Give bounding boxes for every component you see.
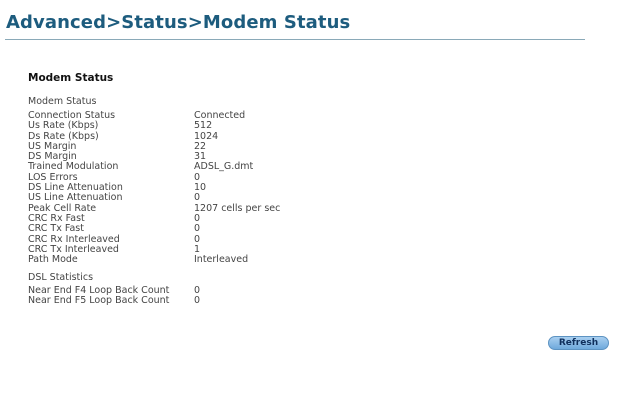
- modem-status-heading: Modem Status: [28, 96, 97, 107]
- page-title: Advanced>Status>Modem Status: [6, 12, 351, 33]
- table-row: Connection Status Connected: [28, 110, 280, 121]
- table-row: Near End F5 Loop Back Count 0: [28, 295, 201, 307]
- row-value: 0: [194, 171, 201, 183]
- row-value: 512: [194, 120, 213, 132]
- row-value: 0: [194, 192, 201, 204]
- table-row: US Line Attenuation 0: [28, 192, 280, 204]
- row-label: Peak Cell Rate: [28, 202, 97, 214]
- row-label: DS Line Attenuation: [28, 182, 123, 194]
- table-row: Us Rate (Kbps) 512: [28, 120, 280, 132]
- row-label: CRC Tx Interleaved: [28, 243, 119, 255]
- row-value: Interleaved: [194, 254, 249, 266]
- row-value: 10: [194, 182, 207, 194]
- row-label: CRC Tx Fast: [28, 223, 84, 235]
- refresh-button[interactable]: Refresh: [548, 336, 609, 350]
- table-row: Ds Rate (Kbps) 1024: [28, 130, 280, 142]
- row-label: Ds Rate (Kbps): [28, 130, 99, 142]
- row-value: 0: [194, 223, 201, 235]
- row-value: 1024: [194, 130, 219, 142]
- table-row: LOS Errors 0: [28, 171, 280, 183]
- table-row: Near End F4 Loop Back Count 0: [28, 285, 201, 296]
- table-row: DS Margin 31: [28, 151, 280, 163]
- row-value: 0: [194, 285, 201, 296]
- row-value: 0: [194, 212, 201, 224]
- row-label: Near End F5 Loop Back Count: [28, 295, 170, 307]
- row-value: 0: [194, 233, 201, 245]
- table-row: US Margin 22: [28, 140, 280, 152]
- row-label: US Margin: [28, 140, 77, 152]
- row-label: LOS Errors: [28, 171, 78, 183]
- table-row: CRC Rx Fast 0: [28, 212, 280, 224]
- table-row: CRC Rx Interleaved 0: [28, 233, 280, 245]
- title-divider: [5, 39, 585, 40]
- table-row: Trained Modulation ADSL_G.dmt: [28, 161, 280, 173]
- row-value: Connected: [194, 110, 246, 121]
- row-label: DS Margin: [28, 151, 77, 163]
- row-value: 0: [194, 295, 201, 307]
- row-value: ADSL_G.dmt: [194, 161, 254, 173]
- table-row: CRC Tx Interleaved 1: [28, 243, 280, 255]
- row-value: 31: [194, 151, 207, 163]
- row-label: Near End F4 Loop Back Count: [28, 285, 170, 296]
- modem-status-table: Connection Status Connected Us Rate (Kbps)…: [28, 110, 281, 266]
- row-value: 22: [194, 140, 207, 152]
- section-title: Modem Status: [28, 72, 114, 84]
- table-row: Peak Cell Rate 1207 cells per sec: [28, 202, 281, 214]
- row-label: CRC Rx Fast: [28, 212, 85, 224]
- table-row: CRC Tx Fast 0: [28, 223, 280, 235]
- row-label: Path Mode: [28, 254, 78, 266]
- table-row: Path Mode Interleaved: [28, 254, 280, 266]
- row-label: US Line Attenuation: [28, 192, 123, 204]
- row-label: Connection Status: [28, 110, 116, 121]
- row-label: CRC Rx Interleaved: [28, 233, 120, 245]
- table-row: DS Line Attenuation 10: [28, 182, 280, 194]
- dsl-statistics-table: Near End F4 Loop Back Count 0 Near End F5 …: [28, 285, 201, 307]
- row-value: 1207 cells per sec: [194, 202, 281, 214]
- row-label: Trained Modulation: [28, 161, 119, 173]
- row-label: Us Rate (Kbps): [28, 120, 99, 132]
- dsl-statistics-heading: DSL Statistics: [28, 272, 94, 283]
- row-value: 1: [194, 243, 201, 255]
